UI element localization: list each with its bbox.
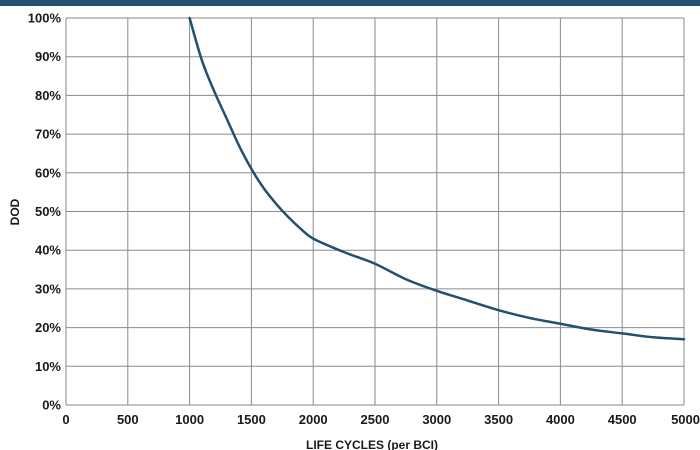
y-tick-label: 20%: [35, 320, 61, 335]
grid: [65, 17, 685, 406]
y-tick-label: 70%: [35, 127, 61, 142]
y-tick-label: 60%: [35, 165, 61, 180]
y-axis-ticks: 0% 10% 20% 30% 40% 50% 60% 70% 80% 90% 100%: [28, 11, 62, 413]
y-tick-label: 90%: [35, 49, 61, 64]
x-axis-ticks: 0 500 1000 1500 2000 2500 3000 3500 4000 4500 5000: [62, 412, 700, 427]
x-tick-label: 1000: [175, 412, 204, 427]
series-line: [188, 16, 686, 341]
y-tick-label: 10%: [35, 359, 61, 374]
x-axis-title: LIFE CYCLES (per BCI): [306, 438, 438, 450]
header-bar: [0, 0, 700, 6]
y-axis-title: DOD: [8, 198, 22, 225]
series-layer: [188, 16, 686, 341]
y-tick-label: 40%: [35, 243, 61, 258]
x-tick-label: 500: [117, 412, 139, 427]
x-tick-label: 0: [62, 412, 69, 427]
x-tick-label: 3500: [484, 412, 513, 427]
y-tick-label: 30%: [35, 281, 61, 296]
x-tick-label: 4000: [546, 412, 575, 427]
y-tick-label: 0%: [42, 398, 61, 413]
x-tick-label: 5000: [671, 412, 700, 427]
y-tick-label: 50%: [35, 204, 61, 219]
x-tick-label: 2000: [299, 412, 328, 427]
y-tick-label: 80%: [35, 88, 61, 103]
x-tick-label: 3000: [422, 412, 451, 427]
x-tick-label: 4500: [608, 412, 637, 427]
y-tick-label: 100%: [28, 11, 62, 26]
x-tick-label: 2500: [361, 412, 390, 427]
x-tick-label: 1500: [237, 412, 266, 427]
